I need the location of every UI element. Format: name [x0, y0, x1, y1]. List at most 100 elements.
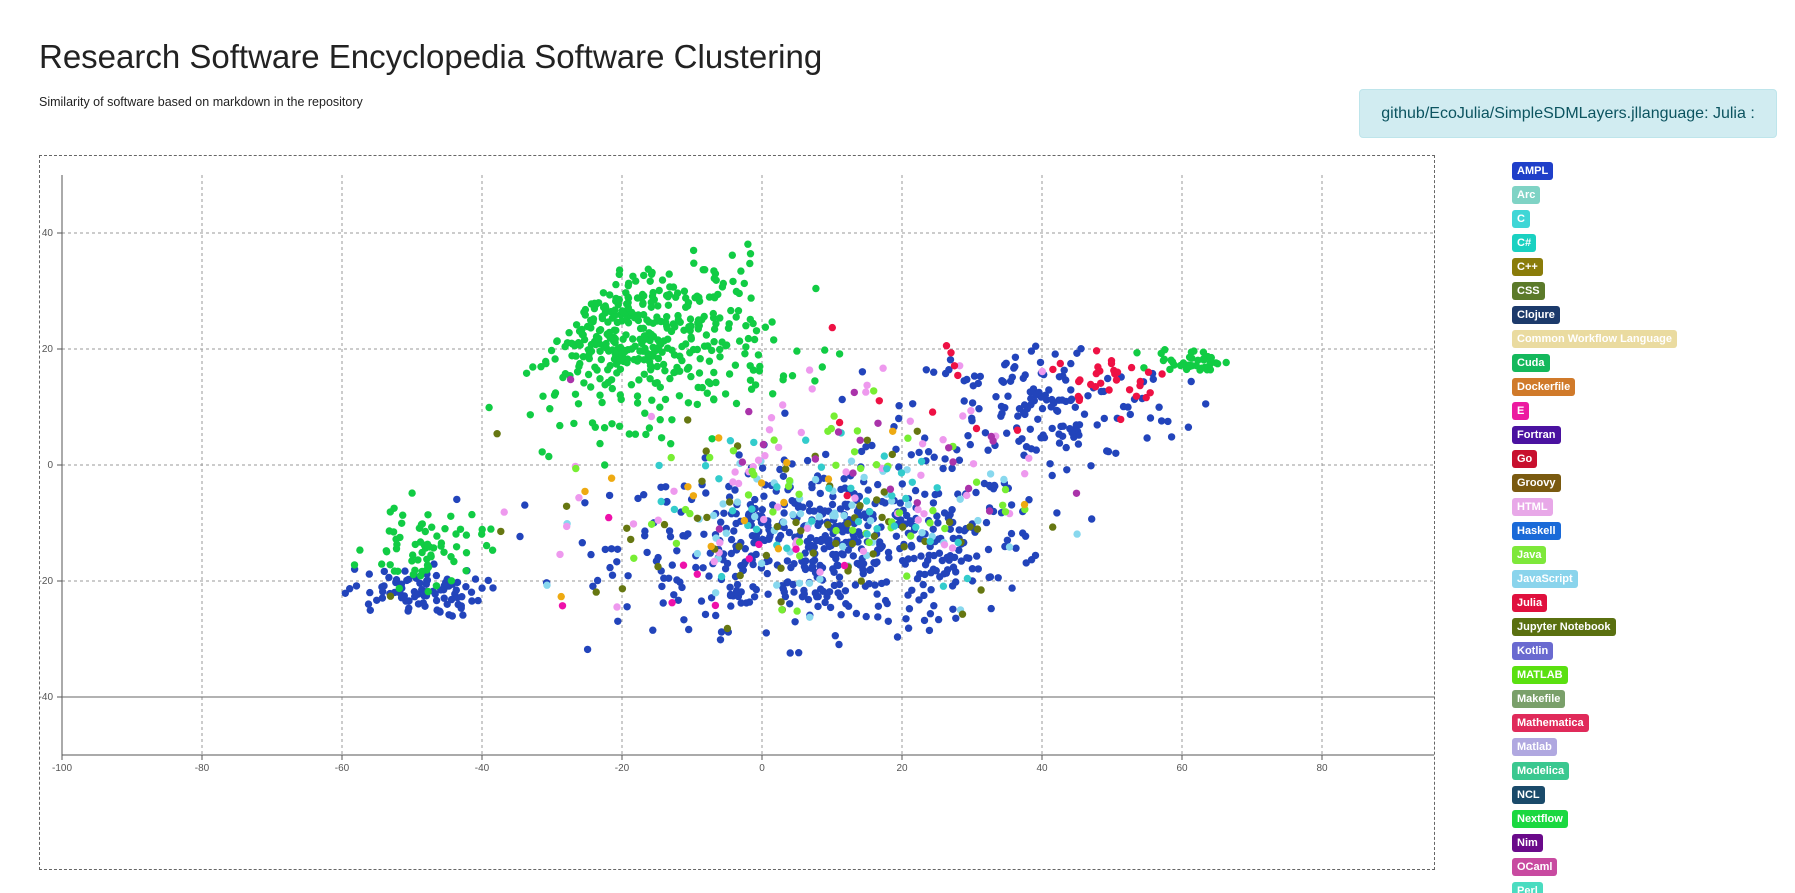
legend-item[interactable]: C++ — [1512, 255, 1792, 279]
data-point — [746, 362, 754, 370]
legend-item[interactable]: Java — [1512, 543, 1792, 567]
data-point — [718, 283, 727, 291]
data-point — [862, 388, 870, 396]
data-point — [1146, 414, 1155, 422]
data-point — [727, 306, 735, 315]
legend-item[interactable]: OCaml — [1512, 855, 1792, 879]
data-point — [601, 302, 609, 310]
legend-item[interactable]: Mathematica — [1512, 711, 1792, 735]
data-point — [751, 495, 759, 504]
legend-item[interactable]: C# — [1512, 231, 1792, 255]
data-point — [686, 315, 695, 323]
data-point — [973, 525, 982, 533]
data-point — [849, 469, 857, 477]
data-point — [346, 585, 354, 593]
data-point — [806, 613, 814, 621]
data-point — [596, 439, 604, 448]
legend-item[interactable]: NCL — [1512, 783, 1792, 807]
data-point — [776, 465, 784, 474]
legend-item[interactable]: Jupyter Notebook — [1512, 615, 1792, 639]
legend-item[interactable]: Modelica — [1512, 759, 1792, 783]
legend-item[interactable]: Haskell — [1512, 519, 1792, 543]
data-point — [680, 326, 688, 334]
data-point — [640, 491, 648, 499]
data-point — [424, 511, 432, 519]
legend-label: Clojure — [1512, 306, 1560, 324]
data-point — [680, 287, 689, 295]
scatter-plot[interactable]: -100 -80 -60 -40 -20 0 20 40 60 80 -40 -20 0 20 40 — [40, 156, 1434, 869]
legend-item[interactable]: Dockerfile — [1512, 375, 1792, 399]
data-point — [1158, 370, 1166, 378]
data-point — [929, 506, 937, 515]
legend-item[interactable]: Kotlin — [1512, 639, 1792, 663]
data-point — [769, 390, 777, 398]
legend-item[interactable]: C — [1512, 207, 1792, 231]
legend-item[interactable]: E — [1512, 399, 1792, 423]
data-point — [1007, 501, 1016, 509]
data-point — [835, 350, 844, 358]
data-point — [1057, 422, 1065, 431]
data-point — [880, 452, 888, 460]
y-tick-label: -40 — [40, 692, 53, 703]
data-point — [985, 507, 994, 515]
data-point — [1021, 470, 1029, 478]
data-point — [994, 574, 1002, 582]
legend-item[interactable]: AMPL — [1512, 159, 1792, 183]
legend-item[interactable]: JavaScript — [1512, 567, 1792, 591]
legend-item[interactable]: Julia — [1512, 591, 1792, 615]
data-point — [680, 616, 688, 624]
data-point — [457, 602, 465, 610]
data-point — [684, 483, 692, 491]
data-point — [840, 475, 848, 483]
data-point — [904, 624, 913, 632]
legend-item[interactable]: MATLAB — [1512, 663, 1792, 687]
legend-item[interactable]: Arc — [1512, 183, 1792, 207]
data-point — [1060, 366, 1068, 374]
legend-item[interactable]: Matlab — [1512, 735, 1792, 759]
legend-item[interactable]: Fortran — [1512, 423, 1792, 447]
data-point — [852, 609, 861, 618]
data-point — [1126, 410, 1135, 419]
data-point — [551, 389, 560, 397]
data-point — [1003, 429, 1011, 437]
data-point — [975, 405, 983, 413]
data-point — [456, 525, 465, 533]
legend-item[interactable]: Perl — [1512, 879, 1792, 893]
data-point — [570, 419, 578, 428]
legend-item[interactable]: Makefile — [1512, 687, 1792, 711]
data-point — [895, 414, 903, 423]
data-point — [526, 411, 534, 419]
data-point — [872, 461, 881, 469]
data-point — [729, 478, 737, 486]
data-point — [670, 591, 678, 599]
data-point — [717, 628, 726, 636]
data-point — [702, 489, 710, 497]
data-point — [585, 354, 593, 363]
data-point — [939, 464, 947, 473]
data-point — [556, 421, 564, 430]
data-point — [437, 539, 446, 547]
legend-item[interactable]: CSS — [1512, 279, 1792, 303]
legend-item[interactable]: Nim — [1512, 831, 1792, 855]
legend-item[interactable]: Common Workflow Language — [1512, 327, 1792, 351]
legend-item[interactable]: Clojure — [1512, 303, 1792, 327]
data-point — [447, 595, 456, 604]
legend-label: Groovy — [1512, 474, 1561, 492]
data-point — [669, 283, 678, 291]
data-point — [529, 363, 537, 371]
data-point — [659, 599, 667, 607]
selected-software-info: github/EcoJulia/SimpleSDMLayers.jllangua… — [1359, 89, 1777, 138]
data-point — [807, 541, 815, 549]
data-point — [715, 525, 724, 533]
legend-item[interactable]: Go — [1512, 447, 1792, 471]
data-point — [418, 585, 426, 594]
data-point — [841, 587, 850, 595]
data-point — [716, 538, 724, 547]
legend-item[interactable]: HTML — [1512, 495, 1792, 519]
data-point — [575, 494, 583, 502]
data-point — [826, 603, 835, 612]
legend-item[interactable]: Cuda — [1512, 351, 1792, 375]
legend-item[interactable]: Groovy — [1512, 471, 1792, 495]
legend-item[interactable]: Nextflow — [1512, 807, 1792, 831]
data-point — [652, 344, 660, 353]
